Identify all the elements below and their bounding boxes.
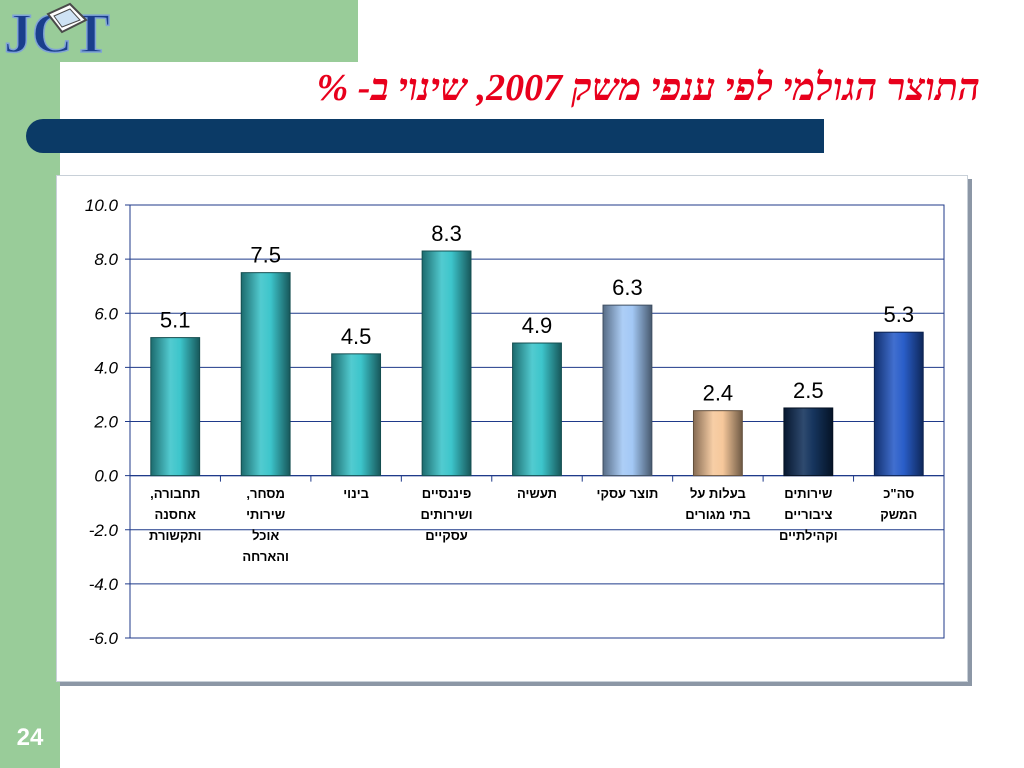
x-tick-label-line: והארחה <box>242 548 289 564</box>
data-label: 4.5 <box>341 324 372 349</box>
x-tick-label: פיננסיים ושירותים עסקיים <box>404 483 490 546</box>
x-tick-label-line: אחסנה <box>154 506 196 522</box>
x-tick-label: תוצר עסקי <box>584 483 670 504</box>
x-tick-label-line: ושירותים <box>420 506 473 522</box>
title-bar <box>26 119 824 153</box>
x-tick-label-line: שירותי <box>246 506 286 522</box>
bar <box>692 410 743 477</box>
y-tick-label: 4.0 <box>94 358 118 377</box>
data-label: 7.5 <box>250 243 281 268</box>
bar <box>873 331 924 477</box>
x-tick-label-line: בתי מגורים <box>685 506 751 522</box>
bar <box>150 337 201 477</box>
data-label: 2.5 <box>793 378 824 403</box>
data-label: 4.9 <box>522 313 553 338</box>
slide-title: התוצר הגולמי לפי ענפי משק 2007, שינוי ב-… <box>316 67 980 109</box>
bar-chart: 10.0 8.0 6.0 4.0 2.0 0.0 -2.0 -4.0 -6.0 5.1 7.5 4.… <box>85 196 945 648</box>
x-tick-label-line: עסקיים <box>425 527 468 543</box>
y-tick-label: -2.0 <box>89 521 119 540</box>
data-label: 8.3 <box>431 221 462 246</box>
jct-logo: JCT <box>3 2 110 62</box>
bar <box>512 342 562 477</box>
page-number: 24 <box>16 724 44 751</box>
x-tick-label: סה"כ המשק <box>856 483 942 525</box>
y-tick-label: 8.0 <box>94 250 118 269</box>
bar <box>602 304 653 477</box>
x-tick-label-line: ותקשורת <box>149 527 202 543</box>
y-tick-label: 10.0 <box>85 196 119 215</box>
y-tick-label: 2.0 <box>93 413 118 432</box>
data-label: 5.1 <box>160 308 191 333</box>
x-tick-label-line: ציבוריים <box>784 506 833 522</box>
x-tick-label: בעלות על בתי מגורים <box>675 483 761 525</box>
data-label: 6.3 <box>612 275 643 300</box>
y-tick-label: -6.0 <box>89 629 119 648</box>
x-tick-label-line: שירותים <box>784 485 833 501</box>
bar <box>421 250 472 477</box>
x-tick-label-line: סה"כ <box>883 485 915 501</box>
x-tick-label-line: תחבורה, <box>150 485 201 501</box>
bar <box>240 272 291 477</box>
x-tick-label: תחבורה, אחסנה ותקשורת <box>132 483 218 546</box>
tablet-icon <box>46 2 88 34</box>
data-label: 2.4 <box>703 381 734 406</box>
x-tick-label-line: בעלות על <box>689 485 746 501</box>
side-panel <box>0 0 60 768</box>
x-tick-label: מסחר, שירותי אוכל והארחה <box>223 483 309 567</box>
x-tick-label: תעשיה <box>494 483 580 504</box>
y-tick-label: 0.0 <box>94 467 118 486</box>
y-tick-label: -4.0 <box>89 575 119 594</box>
x-tick-label: בינוי <box>313 483 399 504</box>
x-tick-label-line: תעשיה <box>516 485 558 501</box>
x-tick-label-line: בינוי <box>343 485 369 501</box>
x-tick-label-line: המשק <box>880 506 918 522</box>
x-tick-label: שירותים ציבוריים וקהילתיים <box>765 483 851 546</box>
bar <box>331 353 382 477</box>
x-tick-label-line: מסחר, <box>246 485 285 501</box>
x-tick-label-line: תוצר עסקי <box>596 485 659 501</box>
x-tick-label-line: אוכל <box>252 527 280 543</box>
x-tick-label-line: פיננסיים <box>421 485 472 501</box>
x-tick-label-line: וקהילתיים <box>779 527 838 543</box>
y-tick-label: 6.0 <box>94 304 118 323</box>
bar <box>783 407 834 477</box>
data-label: 5.3 <box>883 302 914 327</box>
